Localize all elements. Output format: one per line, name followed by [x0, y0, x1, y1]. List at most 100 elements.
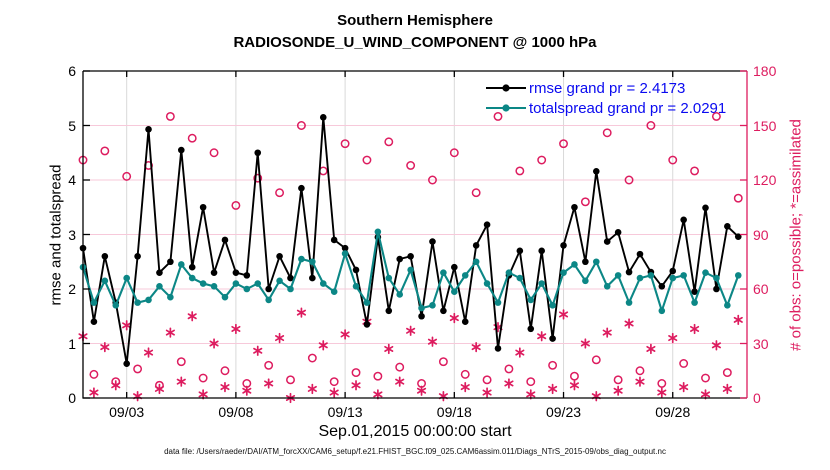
assimilated-obs-marker — [253, 345, 263, 356]
rmse-point — [101, 252, 109, 260]
rmse-point — [330, 236, 338, 244]
rmse-point — [680, 216, 687, 224]
possible-obs-marker — [733, 193, 743, 203]
totalspread-point — [472, 258, 480, 266]
assimilated-obs-marker — [242, 385, 252, 396]
legend-label-rmse: rmse grand pr = 2.4173 — [529, 79, 686, 97]
assimilated-obs-marker — [580, 338, 590, 349]
assimilated-obs-marker — [471, 341, 481, 353]
rmse-point — [123, 360, 130, 367]
totalspread-point — [461, 272, 469, 279]
rmse-point — [713, 285, 720, 293]
totalspread-point — [210, 282, 218, 290]
assimilated-obs-marker — [635, 376, 645, 387]
rmse-line-marker-icon — [486, 84, 526, 92]
totalspread-point — [243, 285, 251, 293]
totalspread-point — [669, 274, 677, 282]
possible-obs-marker — [384, 137, 394, 147]
totalspread-point — [134, 299, 141, 306]
assimilated-obs-marker — [624, 318, 634, 329]
possible-obs-marker — [165, 111, 175, 121]
possible-obs-marker — [602, 128, 612, 138]
totalspread-point — [625, 299, 633, 306]
totalspread-point — [560, 269, 567, 276]
rmse-point — [385, 307, 393, 315]
totalspread-point — [254, 280, 262, 287]
possible-obs-marker — [580, 197, 590, 207]
totalspread-point — [571, 261, 578, 268]
rmse-point — [440, 307, 447, 315]
possible-obs-marker — [220, 366, 230, 376]
assimilated-obs-marker — [373, 389, 383, 400]
totalspread-point — [451, 288, 458, 296]
assimilated-obs-marker — [264, 378, 274, 389]
rmse-point — [691, 288, 698, 296]
assimilated-obs-marker — [416, 385, 427, 396]
right-tick-90: 90 — [753, 226, 769, 243]
x-tick-09-03: 09/03 — [109, 404, 145, 420]
possible-obs-marker — [722, 368, 732, 378]
totalspread-point — [494, 299, 502, 306]
possible-obs-marker — [231, 200, 241, 210]
totalspread-point — [407, 266, 414, 274]
rmse-point — [254, 149, 262, 157]
totalspread-point — [647, 272, 655, 279]
possible-obs-marker — [635, 366, 645, 376]
totalspread-point — [691, 299, 698, 306]
possible-obs-marker — [253, 173, 263, 183]
totalspread-point — [177, 261, 185, 268]
possible-obs-marker — [591, 355, 601, 365]
rmse-point — [483, 221, 491, 228]
possible-obs-marker — [613, 375, 623, 385]
left-tick-0: 0 — [68, 390, 76, 406]
left-tick-1: 1 — [68, 335, 76, 352]
assimilated-obs-marker — [427, 336, 438, 347]
assimilated-obs-marker — [537, 331, 547, 342]
possible-obs-marker — [515, 166, 525, 176]
right-tick-150: 150 — [753, 117, 777, 134]
totalspread-point — [352, 282, 360, 290]
possible-obs-marker — [286, 375, 295, 385]
rmse-point — [177, 146, 185, 154]
possible-obs-marker — [198, 373, 208, 383]
rmse-point — [407, 252, 414, 260]
assimilated-obs-marker — [482, 387, 492, 398]
assimilated-obs-marker — [460, 381, 470, 393]
rmse-point — [614, 229, 622, 236]
assimilated-obs-marker — [176, 376, 186, 387]
right-tick-120: 120 — [753, 172, 777, 188]
right-tick-60: 60 — [753, 281, 769, 297]
rmse-point — [669, 267, 677, 275]
rmse-point — [582, 258, 589, 266]
rmse-point — [451, 263, 458, 271]
assimilated-obs-marker — [438, 391, 448, 402]
assimilated-obs-marker — [613, 385, 623, 396]
assimilated-obs-marker — [122, 320, 132, 331]
rmse-point — [734, 233, 742, 240]
assimilated-obs-marker — [329, 387, 339, 398]
assimilated-obs-marker — [657, 387, 667, 398]
legend: rmse grand pr = 2.4173 totalspread grand… — [486, 78, 726, 118]
x-tick-09-18: 09/18 — [436, 404, 472, 420]
chart-title-line1: Southern Hemisphere — [337, 12, 493, 29]
rmse-point — [396, 255, 404, 263]
possible-obs-marker — [690, 166, 700, 176]
possible-obs-marker — [504, 364, 514, 374]
totalspread-point — [702, 269, 709, 276]
possible-obs-marker — [122, 171, 132, 181]
totalspread-point — [276, 277, 283, 285]
possible-obs-marker — [373, 371, 383, 381]
assimilated-obs-marker — [154, 383, 165, 395]
rmse-point — [538, 247, 545, 255]
assimilated-obs-marker — [395, 376, 405, 387]
rmse-point — [298, 184, 305, 192]
assimilated-obs-marker — [89, 387, 99, 398]
rmse-point — [549, 335, 556, 342]
totalspread-point — [167, 293, 174, 301]
assimilated-obs-marker — [165, 327, 175, 338]
possible-obs-marker — [537, 155, 547, 165]
totalspread-series — [79, 228, 742, 315]
possible-obs-marker — [187, 133, 197, 143]
totalspread-point — [582, 277, 589, 285]
